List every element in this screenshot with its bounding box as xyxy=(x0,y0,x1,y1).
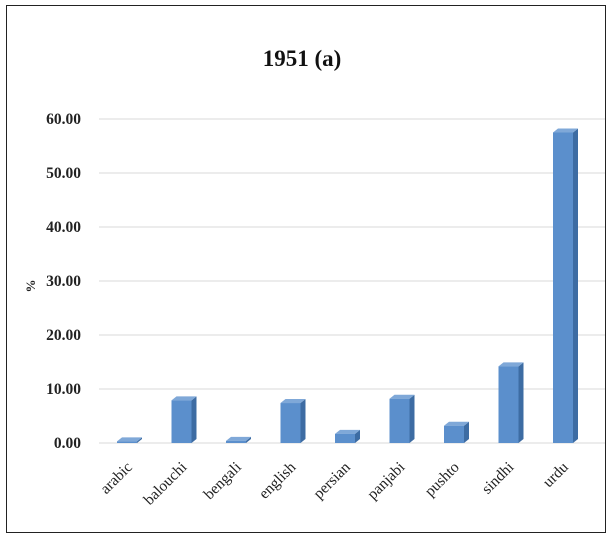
bar-pushto xyxy=(444,421,469,443)
x-tick-label: bengali xyxy=(201,458,246,503)
bar-top xyxy=(389,394,415,399)
y-tick-label: 50.00 xyxy=(46,165,81,182)
bar-front xyxy=(335,433,355,443)
x-tick-label: sindhi xyxy=(479,458,518,497)
bar-side xyxy=(518,362,524,443)
bar-front xyxy=(117,441,137,443)
bar-top xyxy=(498,362,524,367)
x-tick-labels: arabic balouchi bengali english persian panja… xyxy=(97,458,572,508)
bars xyxy=(117,128,578,443)
bar-top xyxy=(444,421,469,426)
y-tick-label: 0.00 xyxy=(54,435,81,452)
bar-top xyxy=(226,436,251,441)
x-tick-label: urdu xyxy=(540,459,572,491)
bar-front xyxy=(389,398,410,443)
bar-side xyxy=(409,394,415,443)
bar-side xyxy=(246,436,251,443)
chart-frame: 1951 (a) % 0.00 10.00 20.00 30.00 40.00 50.00… xyxy=(6,5,606,533)
bar-front xyxy=(553,132,573,443)
x-tick-label: panjabi xyxy=(364,458,409,503)
bar-front xyxy=(171,400,192,443)
bar-side xyxy=(300,399,306,443)
y-tick-labels: 0.00 10.00 20.00 30.00 40.00 50.00 60.00 xyxy=(46,111,81,452)
bar-side xyxy=(464,421,469,443)
bar-top xyxy=(553,128,578,133)
bar-persian xyxy=(335,429,360,443)
bar-front xyxy=(226,440,246,443)
x-tick-label: pushto xyxy=(422,459,463,500)
y-tick-label: 10.00 xyxy=(46,381,81,398)
gridlines xyxy=(99,118,605,444)
y-tick-label: 60.00 xyxy=(46,111,81,128)
y-tick-label: 20.00 xyxy=(46,327,81,344)
x-tick-label: arabic xyxy=(97,459,136,498)
bar-side xyxy=(573,128,578,443)
bar-side xyxy=(137,437,142,443)
y-axis-label: % xyxy=(23,280,38,293)
x-tick-label: persian xyxy=(310,459,354,503)
bar-english xyxy=(280,399,306,443)
y-tick-label: 40.00 xyxy=(46,219,81,236)
x-tick-label: balouchi xyxy=(141,458,191,508)
bar-arabic xyxy=(117,437,142,443)
bar-top xyxy=(171,396,197,401)
bar-chart: 1951 (a) % 0.00 10.00 20.00 30.00 40.00 50.00… xyxy=(23,46,605,509)
chart-title: 1951 (a) xyxy=(263,46,342,71)
bar-urdu xyxy=(553,128,578,443)
bar-front xyxy=(280,403,301,443)
bar-front xyxy=(498,366,519,443)
bar-bengali xyxy=(226,436,251,443)
bar-panjabi xyxy=(389,394,415,443)
bar-balouchi xyxy=(171,396,197,443)
bar-side xyxy=(355,429,360,443)
bar-sindhi xyxy=(498,362,524,443)
bar-top xyxy=(280,399,306,404)
bar-side xyxy=(191,396,197,443)
x-tick-label: english xyxy=(256,459,300,503)
bar-front xyxy=(444,425,464,443)
bar-top xyxy=(117,437,142,442)
y-tick-label: 30.00 xyxy=(46,273,81,290)
bar-top xyxy=(335,429,360,434)
